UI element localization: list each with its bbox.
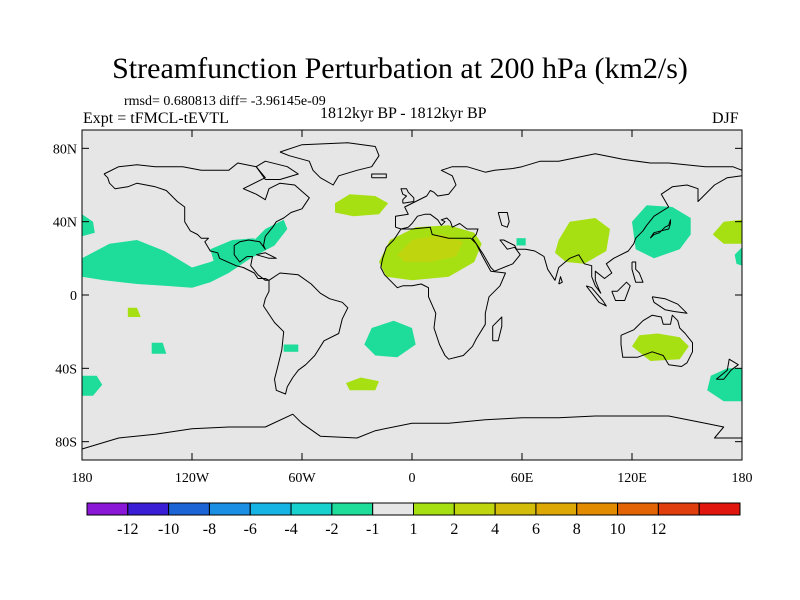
plot-title: Streamfunction Perturbation at 200 hPa (…: [112, 52, 688, 85]
x-tick-label: 180: [72, 471, 93, 486]
colorbar-swatch: [331, 502, 374, 516]
colorbar-swatch: [657, 502, 700, 516]
contour-arabia-patch: [516, 238, 526, 246]
contour-south-atlantic: [364, 320, 416, 358]
colorbar-label: -4: [284, 521, 297, 538]
coast-uk: [400, 188, 415, 204]
contour-south-america-tiny: [283, 344, 299, 352]
colorbar-swatch: [168, 502, 210, 516]
coast-eurasia: [395, 153, 743, 294]
colorbar-label: -10: [158, 521, 179, 538]
coastlines: [81, 142, 743, 450]
colorbar-swatch: [290, 502, 333, 516]
map-axes: 80N 40N 0 40S 80S 180 120W 60W 0 60E 120E 180: [53, 130, 753, 486]
contour-tasman: [707, 368, 742, 402]
colorbar-label: 1: [410, 521, 418, 538]
colorbar-swatch: [617, 502, 659, 516]
experiment-label: Expt = tFMCL-tEVTL: [83, 110, 229, 127]
colorbar-label: -6: [244, 521, 257, 538]
x-tick-label: 0: [409, 471, 416, 486]
coast-japan: [649, 219, 671, 239]
colorbar-label: 8: [573, 521, 581, 538]
coast-new-guinea: [651, 296, 688, 314]
coast-sumatra: [585, 285, 607, 307]
season-label: DJF: [712, 110, 739, 127]
contour-regions: [82, 130, 742, 460]
contour-north-atlantic: [335, 194, 389, 217]
coast-sri-lanka: [558, 276, 563, 285]
coast-greenland: [279, 142, 380, 186]
x-tick-label: 60W: [288, 471, 316, 486]
y-tick-label: 80N: [53, 142, 77, 157]
colorbar-swatch: [535, 502, 578, 516]
colorbar-swatch: [576, 502, 619, 516]
colorbar-label: 6: [532, 521, 540, 538]
coast-australia: [620, 314, 693, 367]
colorbar-swatch: [208, 502, 251, 516]
x-tick-label: 180: [732, 471, 753, 486]
colorbar-swatch: [494, 502, 537, 516]
colorbar-swatch: [127, 502, 170, 516]
contour-japan-pacific: [632, 205, 691, 259]
coast-borneo: [611, 281, 631, 301]
colorbar-label: 4: [491, 521, 499, 538]
colorbar-label: -12: [117, 521, 138, 538]
y-tick-label: 40N: [53, 216, 77, 231]
contour-pacific-north-east: [712, 219, 742, 244]
x-tick-label: 120E: [617, 471, 647, 486]
colorbar-swatch: [453, 502, 496, 516]
coast-north-america: [103, 162, 310, 281]
coast-new-zealand: [715, 358, 739, 380]
contour-atlantic-band: [82, 219, 288, 288]
contour-west-pacific-south: [82, 375, 103, 396]
contour-south-atlantic-small: [346, 377, 379, 391]
colorbar-label: 10: [610, 521, 626, 538]
contour-sahara-core: [397, 234, 464, 262]
colorbar-label: -2: [325, 521, 338, 538]
contour-pacific-tiny-1: [151, 342, 167, 354]
colorbar-label: 2: [450, 521, 458, 538]
coast-baffin: [255, 160, 299, 180]
colorbar-swatch: [372, 502, 414, 516]
coast-cuba: [256, 252, 277, 259]
contour-pacific-tiny-2: [127, 307, 141, 317]
coast-south-america: [263, 272, 349, 395]
x-tick-label: 60E: [511, 471, 534, 486]
colorbar-label: 12: [650, 521, 666, 538]
coast-africa: [380, 226, 506, 360]
coast-antarctica: [81, 413, 742, 450]
colorbar-label: -8: [203, 521, 216, 538]
contour-east-pacific-edge: [734, 247, 742, 266]
y-tick-label: 0: [70, 289, 77, 304]
coast-madagascar: [492, 316, 503, 342]
coast-caspian: [497, 212, 510, 228]
y-tick-label: 80S: [55, 436, 77, 451]
map-background: [82, 130, 742, 460]
rmsd-diff-stats: rmsd= 0.680813 diff= -3.96145e-09: [124, 94, 326, 109]
colorbar: -12 -10 -8 -6 -4 -2 -1 1 2 4 6 8 10 12: [86, 502, 741, 538]
y-tick-label: 40S: [55, 362, 77, 377]
x-tick-label: 120W: [175, 471, 210, 486]
colorbar-swatch: [86, 502, 129, 516]
coast-philippines: [631, 261, 644, 283]
contour-west-pacific-small: [82, 214, 95, 237]
period-label: 1812kyr BP - 1812kyr BP: [320, 105, 487, 122]
colorbar-label: -1: [366, 521, 379, 538]
colorbar-swatch: [413, 502, 455, 516]
contour-india: [555, 218, 610, 264]
coast-iceland: [371, 173, 387, 179]
colorbar-swatch: [249, 502, 292, 516]
colorbar-swatch: [698, 502, 741, 516]
